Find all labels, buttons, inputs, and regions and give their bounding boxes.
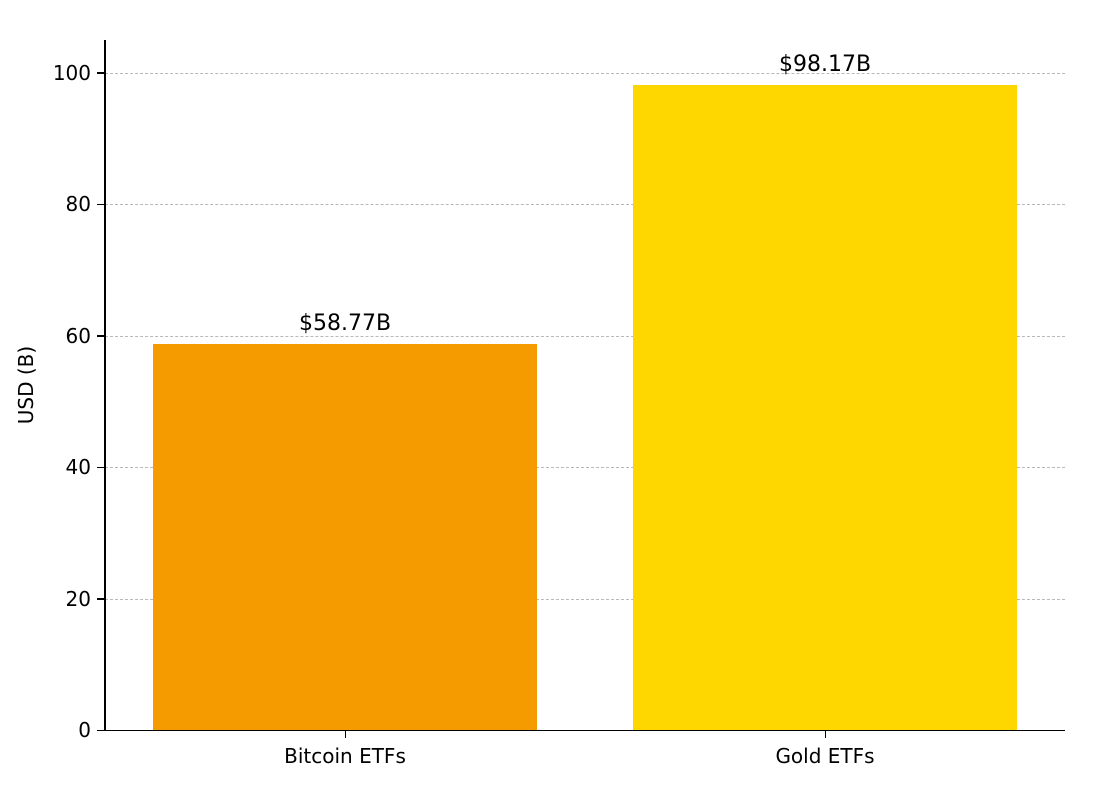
y-axis-label: USD (B) [14, 346, 38, 424]
bar-chart: USD (B) 020406080100$58.77BBitcoin ETFs$… [0, 0, 1098, 787]
x-tick-label: Bitcoin ETFs [284, 730, 406, 768]
y-axis-spine [104, 40, 106, 730]
x-axis-spine [104, 730, 1065, 732]
y-tick-label: 0 [78, 718, 105, 742]
x-tick-label: Gold ETFs [775, 730, 874, 768]
bar-value-label: $58.77B [299, 311, 391, 336]
bar-gold-etfs [633, 85, 1017, 730]
y-tick-label: 100 [53, 61, 105, 85]
bar-bitcoin-etfs [153, 344, 537, 730]
bar-value-label: $98.17B [779, 52, 871, 77]
gridline [105, 73, 1065, 74]
plot-area: 020406080100$58.77BBitcoin ETFs$98.17BGo… [105, 40, 1065, 730]
y-tick-label: 80 [66, 192, 105, 216]
y-tick-label: 60 [66, 324, 105, 348]
y-tick-label: 20 [66, 587, 105, 611]
y-tick-label: 40 [66, 455, 105, 479]
